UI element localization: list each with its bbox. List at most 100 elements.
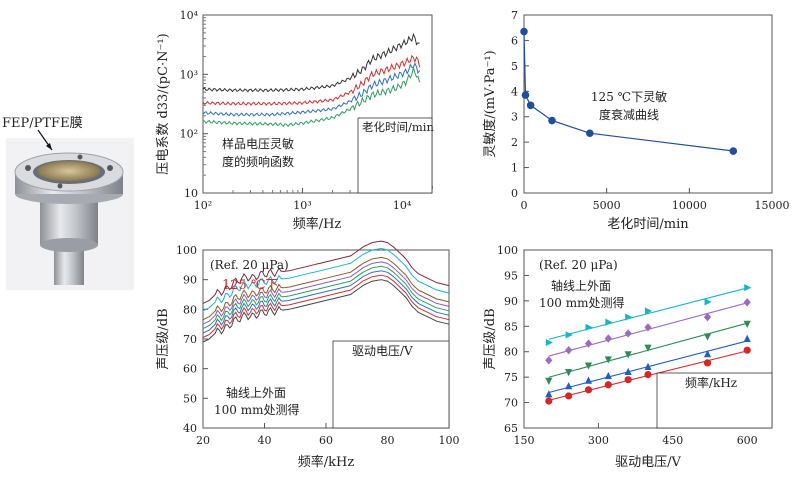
data-point-d	[644, 371, 652, 379]
xtick-label-b: 15000	[755, 199, 790, 212]
xlabel-a: 频率/Hz	[293, 216, 342, 232]
data-point-d	[565, 382, 573, 390]
series-line-c-520	[202, 247, 450, 312]
data-point-d	[545, 397, 553, 405]
series-line-c-400	[202, 256, 450, 321]
ylabel-c: 声压级/dB	[156, 308, 171, 369]
legend-box-d	[656, 372, 773, 429]
annotation-d-1: 轴线上外面	[551, 278, 611, 293]
xtick-label-c: 20	[196, 434, 210, 447]
data-point-d	[545, 356, 553, 365]
data-point-d	[584, 386, 593, 394]
sensor-photo	[6, 129, 134, 290]
annotation-c-1: 轴线上外面	[226, 385, 286, 400]
xlabel-b: 老化时间/min	[607, 217, 689, 232]
ytick-label-d: 75	[504, 371, 518, 384]
data-point-d	[545, 390, 553, 398]
fit-line-d-80	[548, 287, 748, 340]
legend-box-c	[332, 340, 450, 429]
xtick-label-a: 10⁴	[393, 199, 412, 212]
ytick-label-a: 10	[184, 187, 198, 200]
legend-box-a	[357, 117, 433, 194]
data-point-d	[585, 323, 593, 331]
data-point-b	[729, 147, 738, 155]
data-point-d	[644, 344, 652, 352]
annotation-b-1: 125 ℃下灵敏	[591, 89, 667, 104]
data-point-d	[743, 298, 751, 307]
data-point-d	[584, 339, 593, 348]
ytick-label-b: 7	[511, 9, 518, 22]
xtick-label-b: 10000	[672, 199, 707, 212]
series-line-a-0	[202, 32, 420, 93]
series-line-a-12659	[202, 67, 421, 128]
data-point-d	[645, 307, 653, 315]
ytick-label-c: 100	[176, 244, 197, 257]
data-point-b	[526, 101, 535, 110]
data-point-d	[545, 338, 553, 347]
series-line-c-360	[202, 261, 450, 325]
series-line-c-200	[202, 279, 450, 343]
ytick-label-d: 90	[504, 295, 518, 308]
xtick-label-c: 60	[319, 434, 333, 447]
data-point-b	[521, 91, 530, 99]
data-point-d	[703, 350, 712, 358]
xtick-label-d: 150	[514, 434, 535, 447]
ytick-label-c: 40	[183, 422, 197, 435]
ytick-label-c: 80	[183, 303, 197, 316]
series-line-c-320	[202, 265, 450, 330]
ytick-label-a: 10³	[180, 68, 198, 81]
ytick-label-d: 85	[504, 320, 518, 333]
data-point-d	[565, 369, 573, 377]
xtick-label-c: 40	[258, 434, 272, 447]
series-line-c-240	[202, 274, 450, 338]
data-point-d	[604, 381, 612, 389]
annotation-d-2: 100 mm处测得	[539, 295, 624, 310]
ytick-label-d: 80	[504, 346, 518, 359]
series-line-c-280	[202, 270, 450, 334]
xtick-label-a: 10²	[194, 199, 212, 212]
xtick-label-c: 100	[439, 434, 460, 447]
series-line-c-600	[202, 240, 450, 304]
legend-title-a: 老化时间/min	[362, 120, 434, 134]
ytick-label-c: 50	[183, 392, 197, 405]
xtick-label-d: 600	[737, 434, 758, 447]
legend-title-c: 驱动电压/V	[352, 344, 413, 358]
ytick-label-b: 1	[511, 162, 518, 175]
data-point-d	[625, 313, 633, 321]
ytick-label-c: 60	[183, 363, 197, 376]
data-point-b	[548, 116, 556, 125]
data-point-d	[565, 392, 573, 400]
data-point-b	[586, 129, 594, 138]
temp-label-c: 125 ℃下	[222, 278, 279, 293]
data-point-d	[584, 376, 593, 384]
data-point-d	[743, 346, 751, 354]
ylabel-d: 声压级/dB	[483, 308, 498, 369]
data-point-d	[565, 331, 573, 339]
data-point-d	[604, 334, 612, 343]
annotation-a-1: 样品电压灵敏	[222, 136, 294, 151]
data-point-d	[624, 367, 632, 376]
xtick-label-d: 300	[588, 434, 609, 447]
data-point-d	[545, 377, 553, 385]
xtick-label-d: 450	[662, 434, 683, 447]
data-point-d	[703, 312, 712, 322]
data-point-d	[604, 356, 612, 364]
ytick-label-c: 90	[183, 274, 197, 287]
data-point-d	[604, 371, 612, 380]
xtick-label-b: 0	[521, 199, 528, 212]
annotation-a-2: 度的频响函数	[222, 154, 294, 169]
ytick-label-d: 95	[504, 269, 518, 282]
ytick-label-b: 3	[511, 111, 518, 124]
ref-label-c: (Ref. 20 μPa)	[210, 258, 289, 272]
data-point-d	[743, 320, 751, 328]
data-point-d	[624, 329, 632, 338]
panel-d: 150300450600657075808590951004050607080	[497, 244, 773, 447]
data-point-d	[703, 359, 712, 367]
ytick-label-d: 65	[504, 422, 518, 435]
data-point-d	[644, 323, 652, 332]
panel-b: 0 5000 10000 15000 0 1 2 3 4 5 6 7	[511, 9, 790, 212]
xtick-label-b: 5000	[593, 199, 621, 212]
data-point-d	[744, 284, 752, 292]
ylabel-b: 灵敏度/(mV·Pa⁻¹)	[482, 50, 498, 157]
series-line-a-90	[202, 54, 421, 106]
